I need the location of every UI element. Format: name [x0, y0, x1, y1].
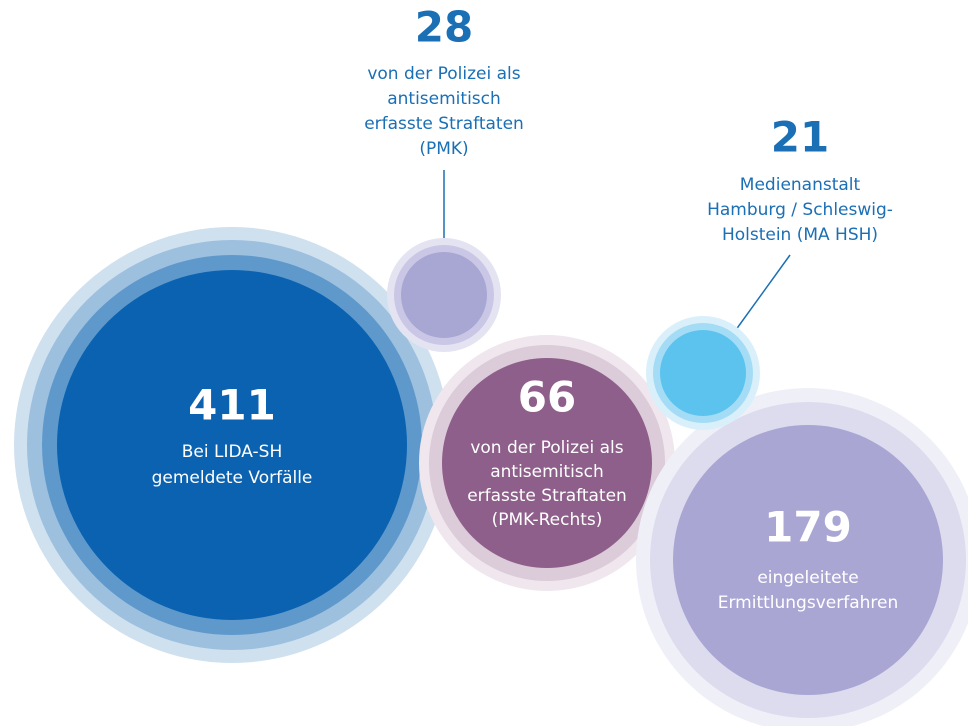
bubble-label: eingeleitete — [757, 568, 858, 588]
bubble — [57, 270, 407, 620]
bubble-value: 411 — [188, 381, 276, 430]
bubble-label: (PMK-Rechts) — [492, 510, 603, 530]
bubble-label: Hamburg / Schleswig- — [707, 200, 893, 220]
bubble-value: 179 — [764, 503, 852, 552]
bubble-value: 28 — [415, 3, 473, 52]
bubble-label: antisemitisch — [387, 89, 501, 109]
bubble — [673, 425, 943, 695]
bubble-label: antisemitisch — [490, 462, 604, 482]
bubble-label: Ermittlungsverfahren — [718, 593, 899, 613]
bubble-value: 21 — [771, 113, 829, 162]
bubble — [660, 330, 746, 416]
bubble-label: (PMK) — [419, 139, 468, 159]
bubble-label: erfasste Straftaten — [364, 114, 524, 134]
bubble-label: Bei LIDA-SH — [182, 442, 283, 462]
bubble-label: Holstein (MA HSH) — [722, 225, 878, 245]
bubble-value: 66 — [518, 373, 576, 422]
bubble — [442, 358, 652, 568]
bubble — [401, 252, 487, 338]
bubble-label: gemeldete Vorfälle — [152, 468, 313, 488]
connector — [729, 254, 791, 339]
bubble-label: erfasste Straftaten — [467, 486, 627, 506]
bubble-label: von der Polizei als — [470, 438, 623, 458]
bubble-label: Medienanstalt — [740, 175, 861, 195]
bubble-label: von der Polizei als — [367, 64, 520, 84]
